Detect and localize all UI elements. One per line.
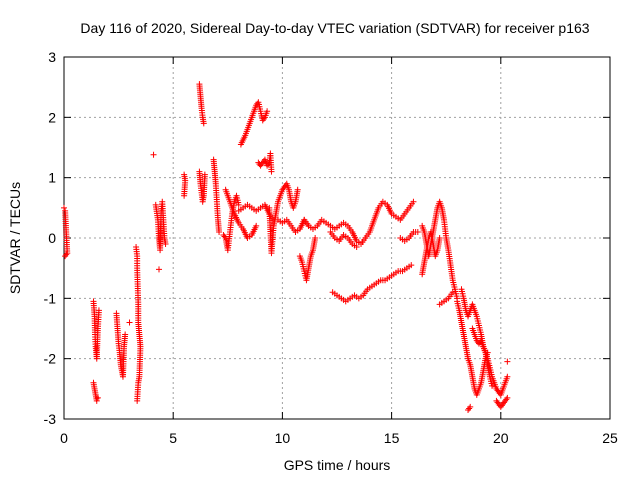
data-point (504, 373, 511, 380)
data-point (353, 244, 360, 251)
data-point (312, 235, 319, 241)
data-point (181, 192, 188, 199)
data-point (414, 228, 421, 235)
data-point (134, 397, 141, 404)
data-point (150, 151, 157, 158)
data-point (294, 186, 301, 193)
x-tick-label: 15 (384, 430, 400, 446)
y-tick-label: 2 (48, 109, 56, 125)
data-point (62, 253, 69, 260)
y-tick-label: 3 (48, 49, 56, 65)
chart-title: Day 116 of 2020, Sidereal Day-to-day VTE… (80, 20, 589, 36)
y-tick-label: -1 (44, 290, 57, 306)
data-point (264, 108, 271, 115)
y-tick-labels: -3 -2 -1 0 1 2 3 (44, 49, 57, 427)
data-point (504, 358, 511, 365)
data-point (408, 262, 415, 269)
data-point (449, 289, 456, 296)
x-tick-label: 5 (169, 430, 177, 446)
data-point (94, 394, 101, 401)
data-point (467, 403, 474, 410)
data-point (156, 266, 163, 273)
data-point (268, 168, 275, 175)
data-point (216, 228, 223, 235)
data-point (253, 222, 260, 229)
x-tick-label: 0 (60, 430, 68, 446)
y-tick-label: 1 (48, 170, 56, 186)
data-point (504, 394, 511, 401)
data-point (466, 405, 473, 412)
data-point (410, 198, 417, 205)
data-point (95, 307, 102, 314)
data-point (200, 120, 207, 127)
data-point (201, 171, 208, 178)
data-point (61, 204, 67, 211)
data-point (93, 397, 100, 404)
data-point (126, 319, 133, 326)
x-axis-label: GPS time / hours (284, 457, 391, 473)
data-point (436, 235, 443, 241)
data-points (61, 81, 511, 413)
data-point (162, 241, 169, 248)
y-tick-label: -2 (44, 351, 57, 367)
axis-ticks (63, 56, 611, 420)
data-point (489, 382, 496, 389)
y-tick-label: -3 (44, 411, 57, 427)
x-tick-label: 25 (602, 430, 618, 446)
data-point (235, 201, 242, 208)
x-tick-label: 20 (493, 430, 509, 446)
y-tick-label: 0 (48, 230, 56, 246)
x-tick-label: 10 (275, 430, 291, 446)
x-tick-labels: 0 5 10 15 20 25 (60, 430, 618, 446)
data-point (122, 331, 129, 338)
grid-lines (64, 57, 610, 419)
y-axis-label: SDTVAR / TECUs (7, 182, 23, 294)
